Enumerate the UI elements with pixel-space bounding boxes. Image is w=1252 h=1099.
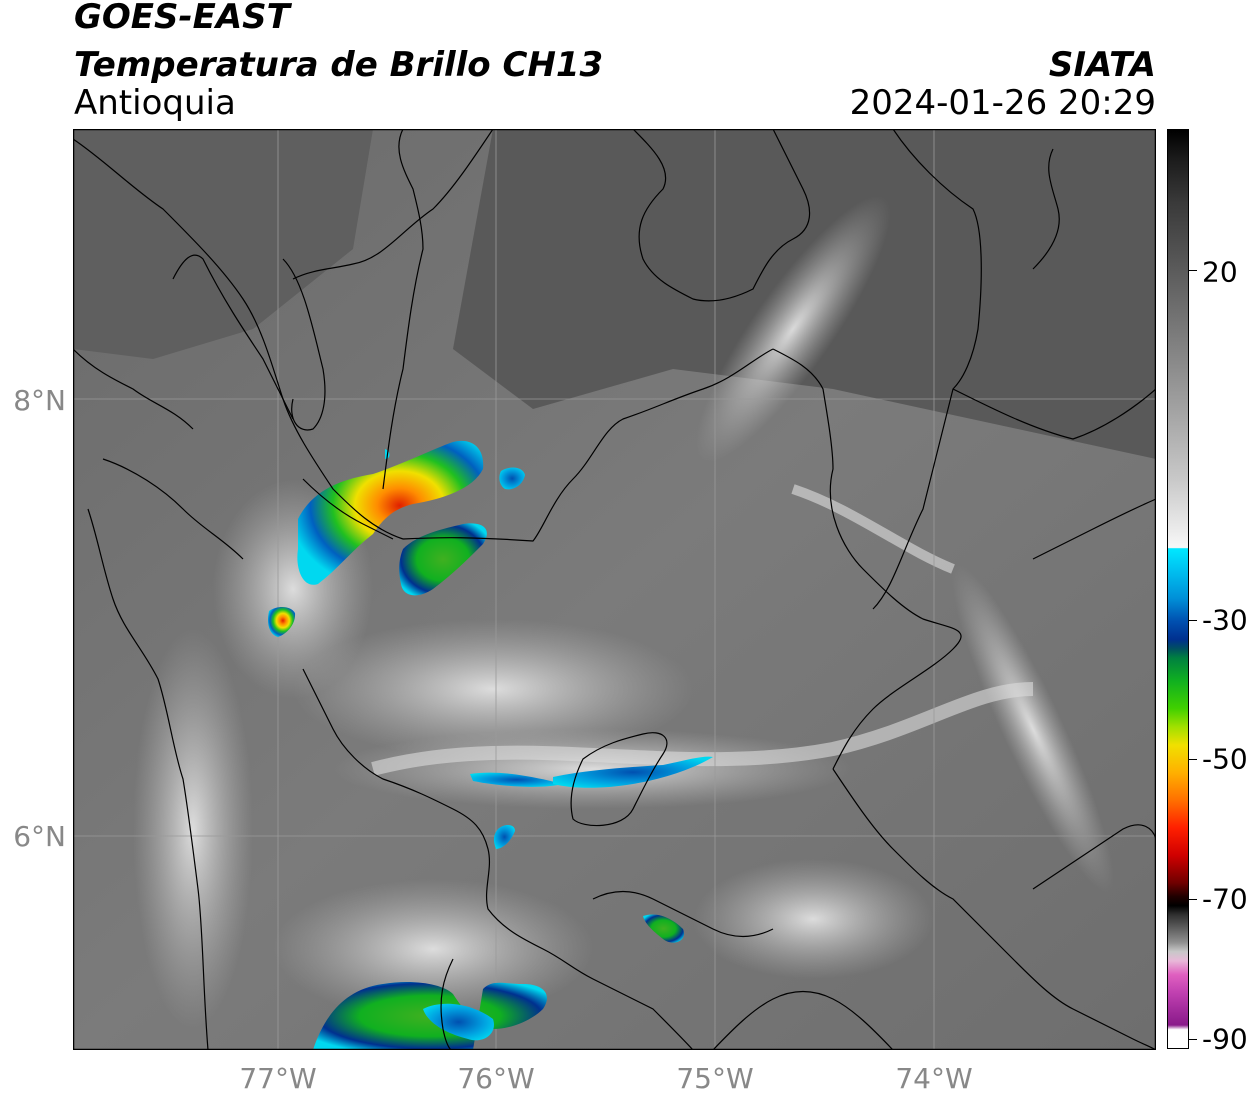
colorbar	[1167, 129, 1189, 1049]
cloud-band-cyan	[553, 756, 713, 788]
storm-cell-central	[399, 523, 487, 596]
datetime-label: 2024-01-26 20:29	[849, 83, 1156, 123]
colorbar-tick-minus30: -30	[1202, 603, 1248, 637]
coastline-and-borders	[73, 129, 1156, 1050]
satellite-map	[73, 129, 1156, 1050]
storm-cell-west	[268, 607, 296, 637]
colorbar-tick-minus70: -70	[1202, 882, 1248, 916]
agency-label: SIATA	[1048, 45, 1156, 85]
lon-label-77w: 77°W	[239, 1062, 317, 1095]
colorbar-tick-minus90: -90	[1202, 1022, 1248, 1056]
colorbar-tick-20: 20	[1202, 255, 1238, 289]
satellite-title: GOES-EAST	[74, 0, 290, 37]
region-label: Antioquia	[74, 83, 236, 123]
lat-label-6n: 6°N	[13, 820, 66, 853]
lon-label-75w: 75°W	[676, 1062, 754, 1095]
lat-label-8n: 8°N	[13, 384, 66, 417]
lon-label-76w: 76°W	[457, 1062, 535, 1095]
colorbar-tick-minus50: -50	[1202, 742, 1248, 776]
storm-cell-north	[297, 440, 484, 585]
product-title: Temperatura de Brillo CH13	[74, 45, 604, 85]
lon-label-74w: 74°W	[895, 1062, 973, 1095]
